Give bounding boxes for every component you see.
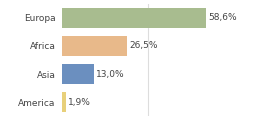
Bar <box>62 92 66 112</box>
Text: 1,9%: 1,9% <box>68 98 91 107</box>
Text: 26,5%: 26,5% <box>129 41 157 50</box>
Bar <box>62 8 206 28</box>
Bar <box>62 36 127 56</box>
Bar <box>62 64 94 84</box>
Text: 58,6%: 58,6% <box>208 13 237 22</box>
Text: 13,0%: 13,0% <box>95 70 124 79</box>
